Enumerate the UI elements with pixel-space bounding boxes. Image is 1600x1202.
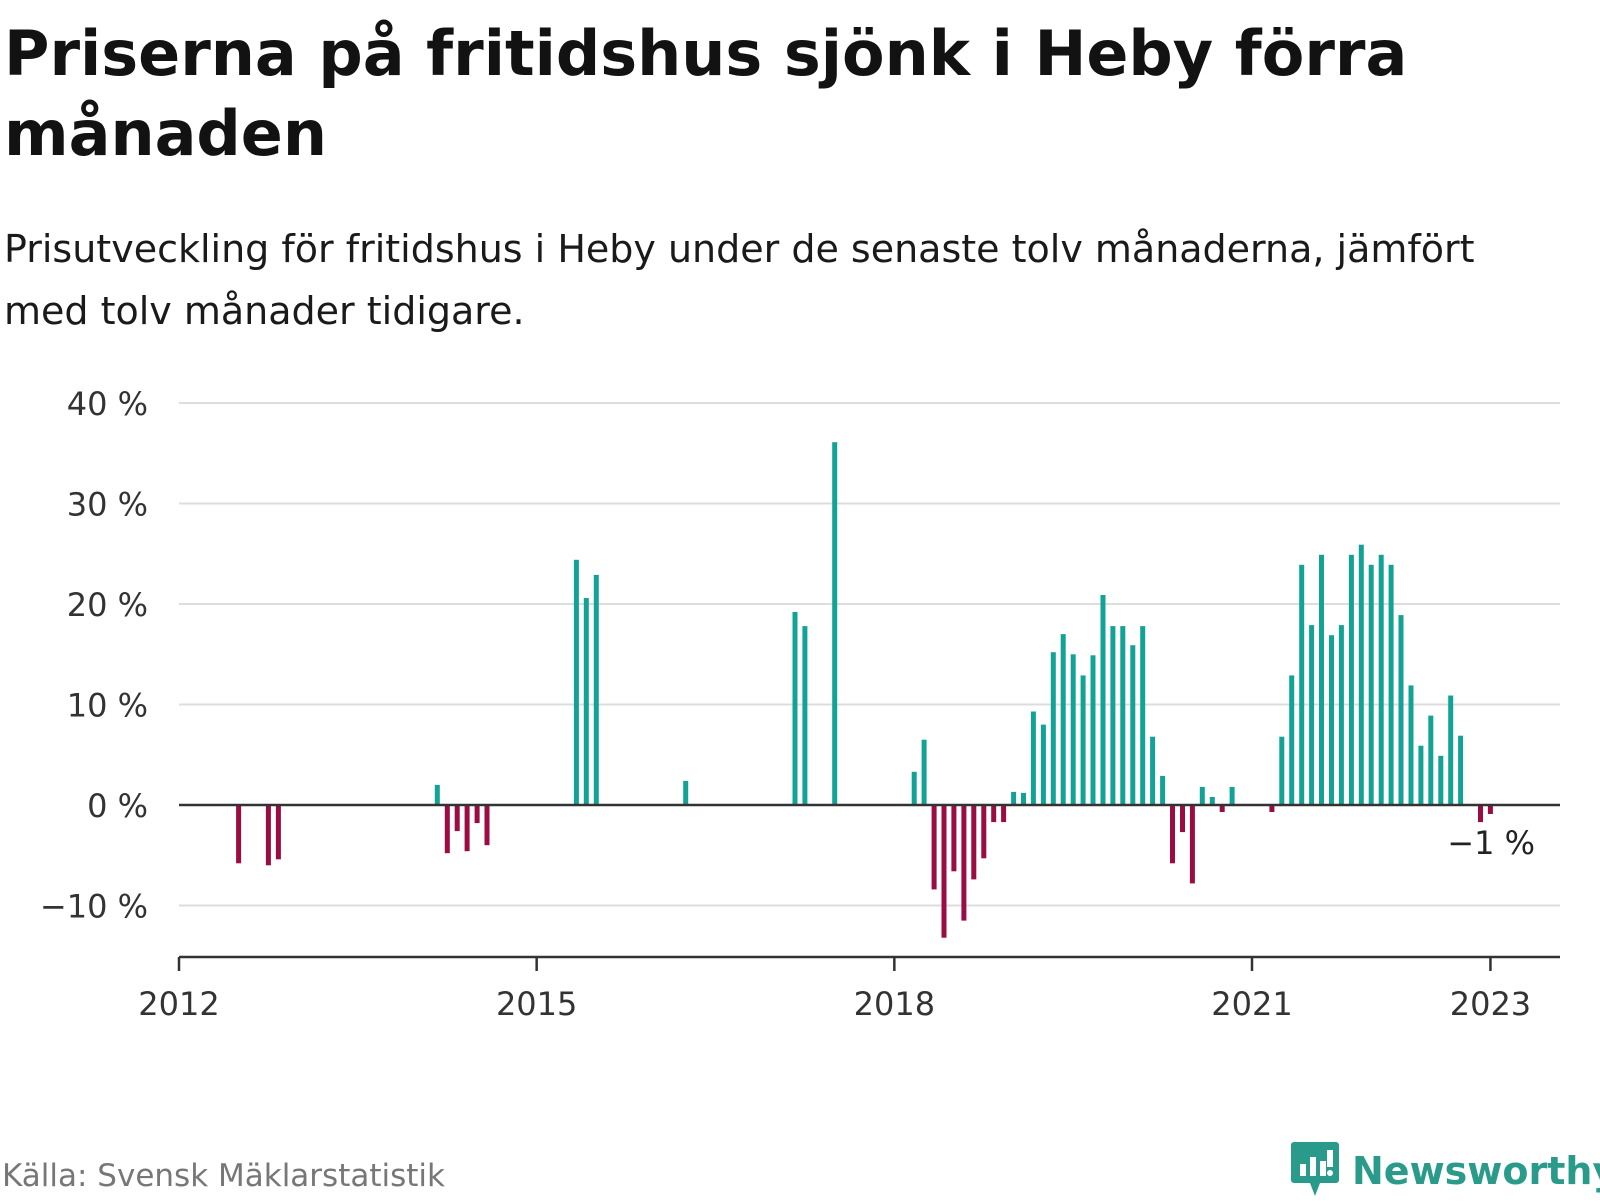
bar	[1040, 724, 1046, 805]
y-tick-label: 0 %	[87, 787, 148, 825]
bar	[583, 598, 589, 805]
bar	[1160, 775, 1166, 805]
y-tick-label: 30 %	[67, 486, 148, 524]
bar	[1478, 805, 1483, 823]
y-tick-label: 20 %	[67, 586, 148, 624]
bar	[1219, 805, 1225, 812]
tick-labels: −10 % 0 % 10 % 20 % 30 % 40 % 2012 2015 2018 2021…	[40, 385, 1535, 1020]
bar	[971, 805, 977, 880]
bar	[1487, 805, 1493, 814]
bar	[1448, 695, 1454, 805]
bar	[573, 559, 579, 805]
bar	[454, 805, 460, 832]
bar	[1289, 675, 1295, 805]
bar	[434, 784, 440, 805]
bar-chart: −10 % 0 % 10 % 20 % 30 % 40 % 2012 2015 2018 2021…	[40, 385, 1560, 1020]
bar	[1338, 625, 1344, 805]
bar	[1150, 736, 1156, 805]
bar	[931, 805, 937, 890]
bar	[832, 442, 838, 805]
bar	[981, 805, 987, 859]
bar	[1030, 711, 1036, 805]
bar	[1060, 634, 1066, 805]
bar	[593, 574, 599, 805]
x-tick-label: 2023	[1450, 985, 1531, 1020]
bar	[1319, 554, 1324, 805]
bar	[802, 626, 808, 805]
bar	[236, 805, 242, 864]
bar	[1388, 564, 1394, 805]
bar	[1329, 635, 1334, 805]
bar	[1001, 805, 1007, 823]
x-tick-label: 2012	[138, 985, 219, 1020]
bar	[1438, 755, 1444, 805]
bar	[444, 805, 450, 854]
y-tick-label: 40 %	[67, 385, 148, 423]
source-note: Källa: Svensk Mäklarstatistik	[2, 1158, 445, 1194]
bar	[1209, 797, 1215, 805]
bar	[275, 805, 281, 860]
bar	[1070, 654, 1076, 806]
bar	[1110, 626, 1116, 805]
bar	[1080, 675, 1086, 805]
bar	[484, 805, 490, 846]
bar	[911, 771, 917, 805]
bar	[951, 805, 957, 872]
axes	[177, 803, 1560, 971]
bar	[1358, 544, 1364, 805]
bar	[1090, 655, 1096, 805]
chart-subtitle: Prisutveckling för fritidshus i Heby und…	[4, 227, 1475, 333]
bar	[1418, 745, 1424, 805]
chart-title: Priserna på fritidshus sjönk i Heby förr…	[4, 17, 1408, 170]
bar	[941, 805, 947, 938]
bar	[1011, 791, 1017, 805]
bar	[1368, 564, 1374, 805]
bar	[991, 805, 997, 823]
bar	[265, 805, 271, 866]
bar	[1170, 805, 1175, 864]
x-tick-label: 2021	[1211, 985, 1292, 1020]
bar	[464, 805, 470, 852]
bar	[1180, 805, 1185, 833]
bar	[1050, 652, 1056, 805]
bar	[1199, 786, 1205, 805]
x-tick-label: 2015	[496, 985, 577, 1020]
bar	[1378, 554, 1384, 805]
bar	[1428, 715, 1434, 805]
bar	[1100, 595, 1106, 805]
bar	[1189, 805, 1195, 884]
y-tick-label: −10 %	[40, 888, 148, 926]
bars	[236, 442, 1493, 938]
bar	[1408, 685, 1414, 805]
brand-logo[interactable]: Newsworthy	[1290, 1140, 1600, 1202]
brand-name: Newsworthy	[1352, 1149, 1600, 1193]
bar	[1130, 645, 1136, 805]
bar	[1309, 625, 1315, 805]
bar	[1458, 735, 1464, 805]
bar	[1398, 615, 1404, 805]
y-tick-label: 10 %	[67, 687, 148, 725]
bar	[961, 805, 967, 921]
bar	[921, 739, 927, 805]
bar	[1229, 786, 1235, 805]
bar	[474, 805, 480, 824]
bar	[1120, 626, 1126, 805]
x-tick-label: 2018	[854, 985, 935, 1020]
bar	[1140, 626, 1146, 805]
bar	[1279, 736, 1285, 805]
bar	[1021, 792, 1026, 805]
bar	[1269, 805, 1275, 812]
last-value-label: −1 %	[1447, 824, 1535, 862]
bar	[1299, 564, 1305, 805]
bar	[1348, 554, 1354, 805]
bar-chart-speech-bubble-icon	[1290, 1140, 1340, 1202]
bar	[792, 612, 798, 805]
bar	[683, 780, 689, 805]
